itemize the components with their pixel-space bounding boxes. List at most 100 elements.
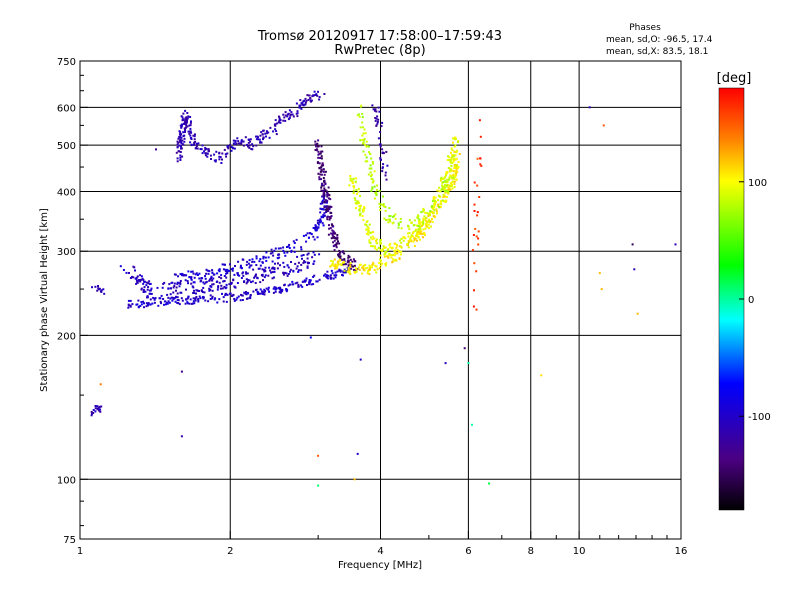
data-point [290,111,293,114]
data-point [371,186,374,189]
data-point [378,110,381,113]
data-point [248,266,251,269]
data-point [456,141,459,144]
data-point [453,183,456,186]
data-point [297,261,300,264]
data-point [378,205,381,208]
data-point [316,280,319,283]
data-point [441,178,444,180]
data-point [212,277,215,280]
data-point [250,264,253,267]
data-point [222,280,225,283]
data-point [439,203,442,205]
data-point [181,119,184,122]
data-point [312,275,315,278]
data-point [436,189,439,192]
data-point [424,234,426,237]
data-point [435,210,438,213]
data-point [441,186,444,189]
data-point [302,280,305,283]
data-point [386,255,388,258]
data-point [178,144,181,147]
data-point [371,245,374,248]
data-point [338,253,341,256]
data-point [186,120,188,123]
data-point [416,239,418,242]
data-point [453,137,456,140]
data-point [129,305,132,308]
data-point [181,274,183,277]
data-point [361,272,364,275]
data-point [135,303,138,306]
data-point [354,260,357,263]
data-point [356,114,359,117]
data-point [275,287,278,290]
data-point [317,484,320,487]
data-point [388,244,391,246]
data-point [146,295,149,298]
data-point [451,156,454,159]
data-point [179,291,182,294]
data-point [279,247,282,250]
data-point [389,215,392,218]
data-point [368,268,371,271]
data-point [448,176,451,179]
data-point [290,250,293,253]
data-point [305,99,308,102]
data-point [379,249,382,252]
data-point [319,202,322,205]
data-point [345,263,348,266]
x-tick-label: 16 [675,546,688,557]
data-point [429,220,432,223]
data-point [237,295,240,298]
data-point [253,276,256,279]
data-point [137,305,140,308]
data-point [316,142,319,145]
data-point [289,283,291,286]
data-point [228,292,231,295]
data-point [397,222,400,225]
data-point [385,178,388,181]
data-point [323,173,326,176]
data-point [251,143,254,146]
data-point [278,116,281,119]
data-point [251,258,254,261]
data-point [377,137,380,140]
data-point [192,281,195,284]
data-point [292,240,295,243]
data-point [218,268,221,271]
data-point [196,274,199,276]
data-point [444,180,447,183]
x-tick-label: 4 [377,546,383,557]
data-point [189,298,192,301]
data-point [192,297,195,300]
data-point [399,221,402,223]
data-point [133,266,136,269]
data-point [450,147,453,150]
data-point [241,294,244,297]
data-point [323,197,325,200]
data-point [312,262,315,265]
data-point [326,193,329,196]
data-point [262,279,264,282]
data-point [375,238,378,241]
data-point [292,269,295,272]
data-point [422,217,425,220]
data-point [259,292,262,295]
data-point [223,148,226,151]
data-point [432,215,435,218]
data-point [359,139,362,142]
data-point [437,204,440,207]
data-point [249,138,252,141]
data-point [412,230,415,233]
data-point [322,194,325,197]
data-point [188,132,191,135]
data-point [387,221,390,224]
data-point [185,116,188,119]
data-point [299,99,302,102]
data-point [347,259,350,262]
data-point [321,195,324,198]
data-point [205,272,208,275]
